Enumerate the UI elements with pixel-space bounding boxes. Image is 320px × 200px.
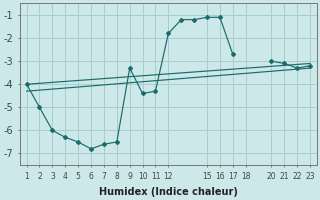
X-axis label: Humidex (Indice chaleur): Humidex (Indice chaleur) xyxy=(99,187,238,197)
